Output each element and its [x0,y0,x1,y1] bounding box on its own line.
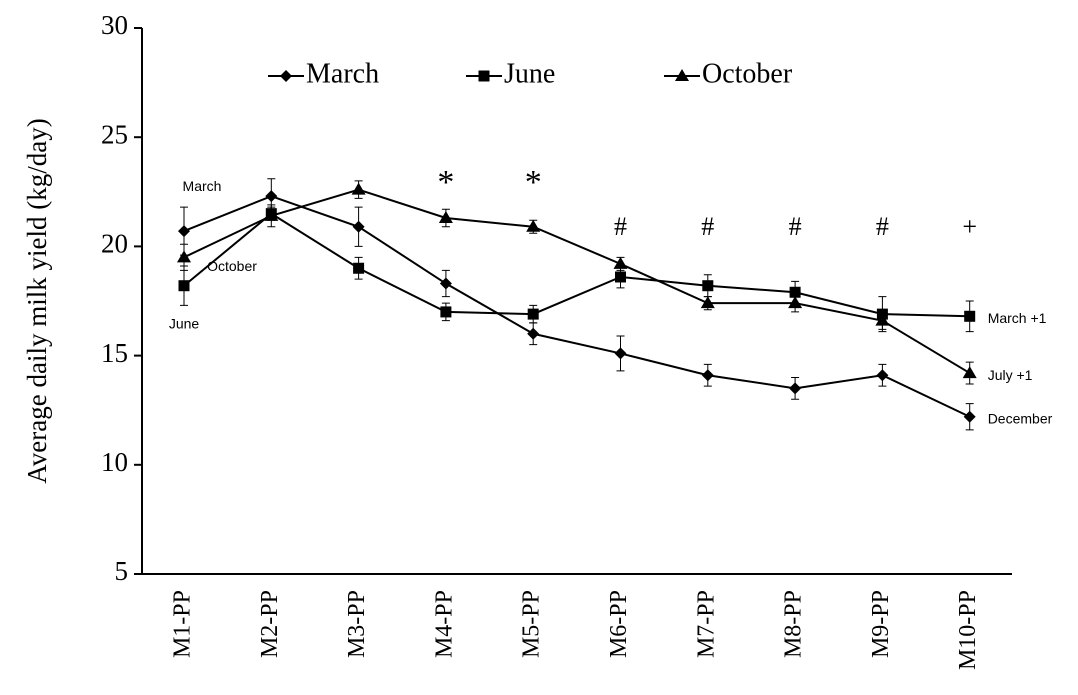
end-label: July +1 [988,367,1033,383]
marker [527,327,540,340]
marker [178,280,190,292]
x-tick-label: M8-PP [781,590,807,658]
marker [788,296,803,309]
significance-mark: # [701,212,714,241]
x-tick-label: M4-PP [431,590,457,658]
legend-label: June [504,58,555,89]
significance-mark: # [789,212,802,241]
marker [352,220,365,233]
legend-label: March [306,58,379,89]
series-line [183,195,971,418]
y-tick-label: 10 [101,447,128,477]
legend-marker [280,70,292,82]
x-tick-label: M10-PP [955,590,981,670]
x-tick-label: M5-PP [519,590,545,658]
significance-mark: # [614,212,627,241]
end-label: March +1 [988,310,1047,326]
marker [527,308,539,320]
start-label: March [183,178,222,194]
significance-mark: * [525,164,542,201]
marker [526,219,541,232]
marker [613,256,628,269]
marker [353,262,365,274]
y-tick-label: 25 [101,119,128,149]
legend-label: October [702,58,793,89]
marker [702,280,714,292]
significance-mark: + [962,212,977,241]
marker [351,182,366,195]
y-tick-label: 15 [101,338,128,368]
x-tick-label: M7-PP [693,590,719,658]
y-tick-label: 30 [101,10,128,40]
series-line [183,212,970,318]
marker [789,286,801,298]
x-tick-label: M1-PP [170,590,196,658]
marker [789,382,802,395]
marker [964,310,976,322]
y-tick-label: 5 [115,556,129,586]
x-tick-label: M3-PP [344,590,370,658]
marker [701,369,714,382]
significance-mark: # [876,212,889,241]
marker [615,271,626,283]
significance-mark: * [437,164,454,201]
marker [962,366,977,379]
legend-marker [675,69,689,81]
start-label: October [207,258,257,274]
marker [700,296,715,309]
y-axis-title: Average daily milk yield (kg/day) [22,118,52,483]
marker [875,313,890,326]
marker [876,369,889,382]
marker [438,211,453,224]
marker [177,250,191,263]
marker [614,347,627,360]
y-tick-label: 20 [101,229,128,259]
marker [178,225,190,238]
legend-marker [478,70,490,82]
series-line [183,188,971,374]
marker [440,306,452,318]
marker [265,190,278,203]
end-label: December [988,410,1053,426]
marker [439,277,452,290]
marker [264,208,279,221]
marker [963,410,976,423]
x-tick-label: M6-PP [606,590,632,658]
start-label: June [169,315,200,331]
x-tick-label: M2-PP [257,590,283,658]
x-tick-label: M9-PP [868,590,894,658]
